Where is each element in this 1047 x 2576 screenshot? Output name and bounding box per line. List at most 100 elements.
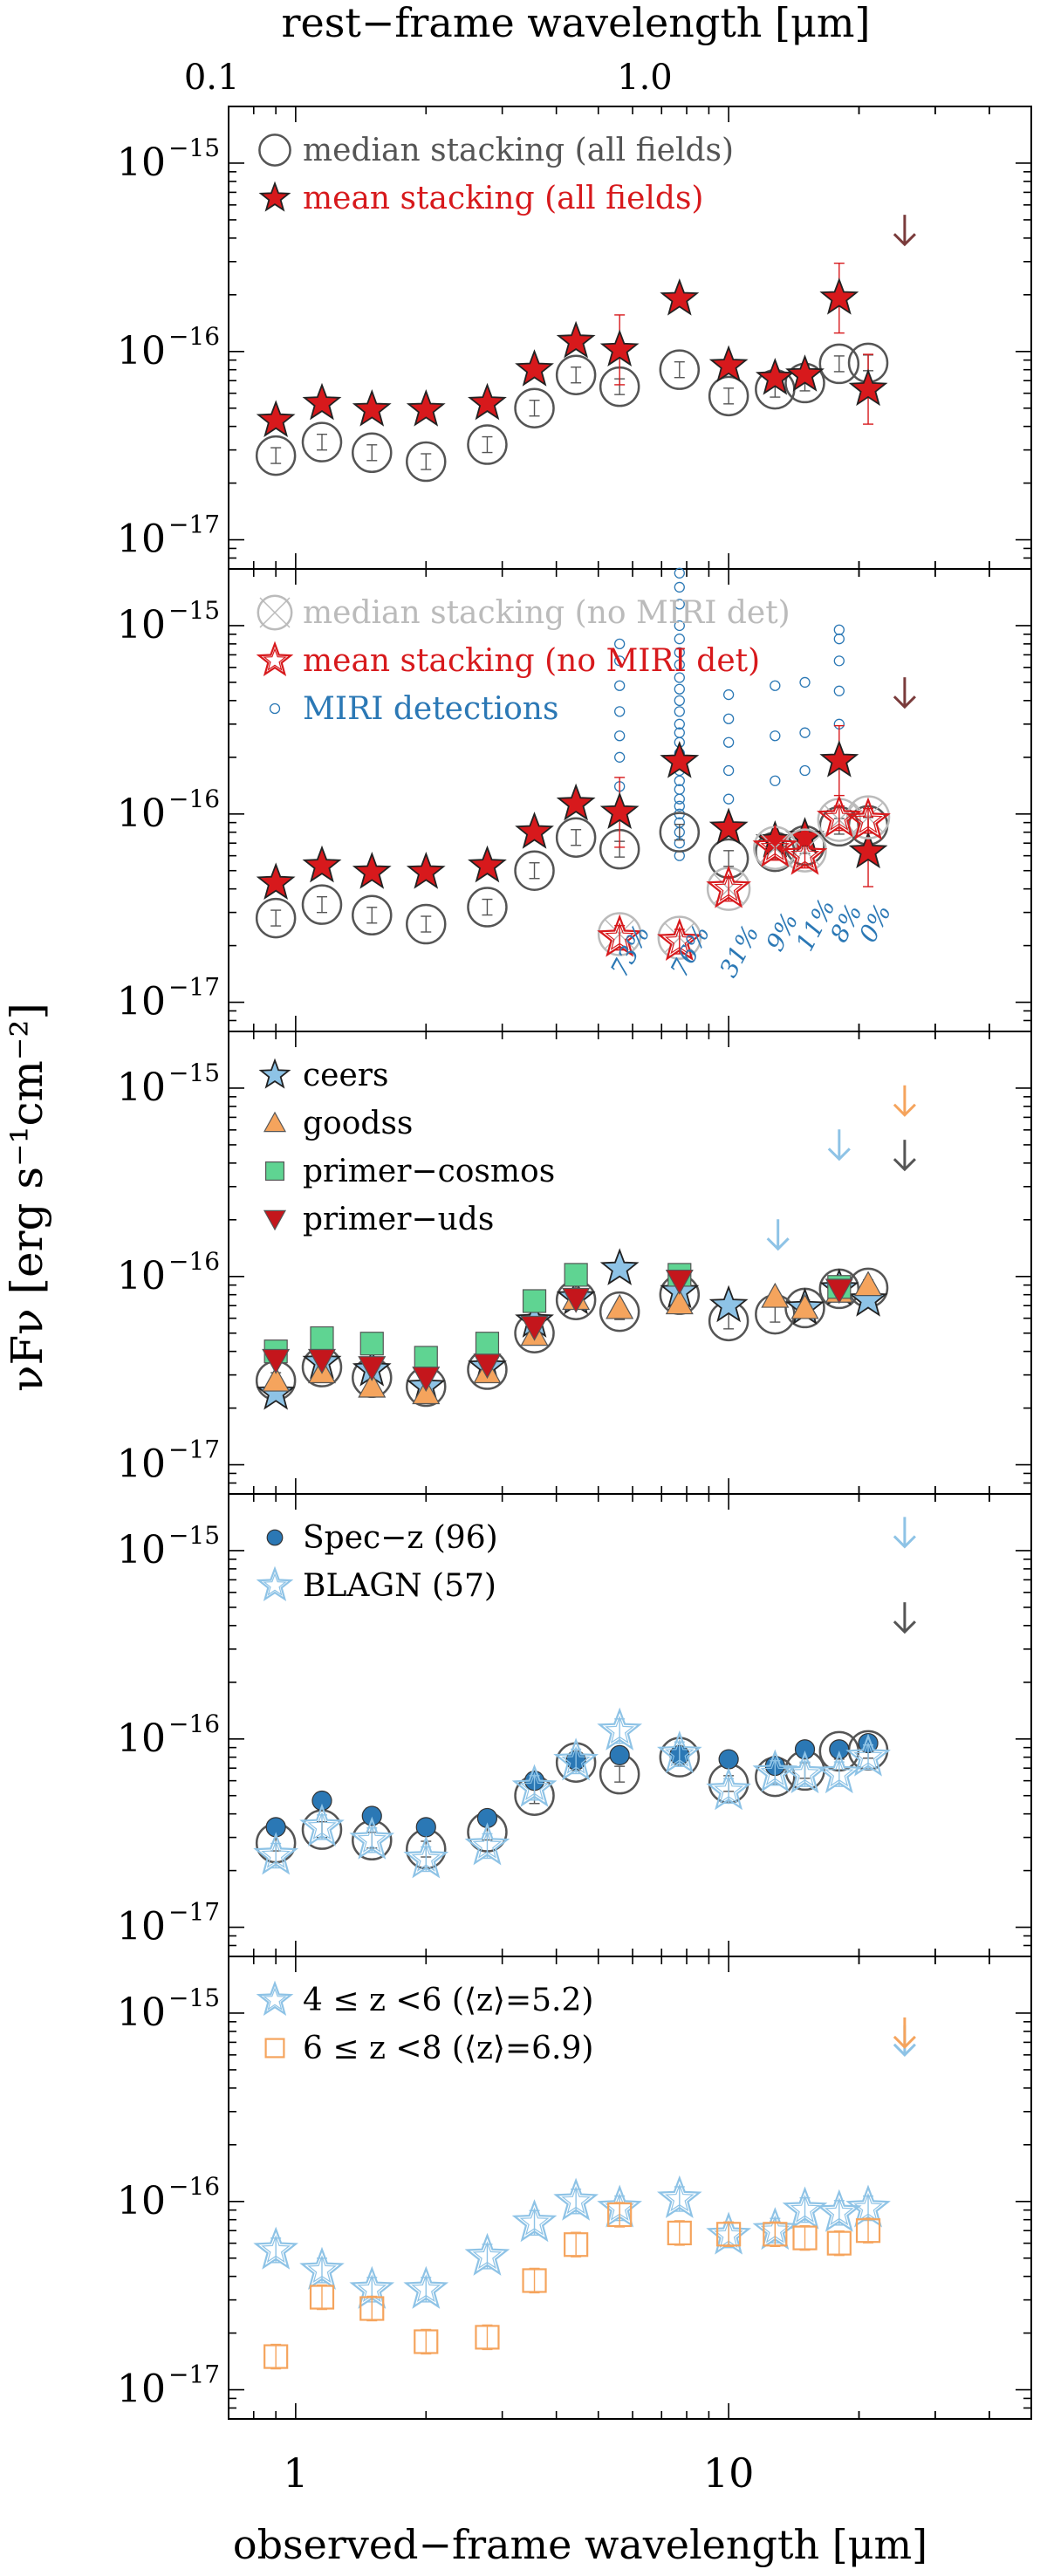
panel-4-spec-z-96--point-shape <box>361 1805 382 1826</box>
panel-5-4-z-6-point <box>553 2177 599 2221</box>
panel-3-primer-cosmos-point <box>522 1289 547 1313</box>
panel-5-4-z-6-point-shape <box>299 2246 345 2290</box>
panel-2-median-stacking-all-fields--errorbar <box>270 909 282 927</box>
y-tick-label: 10 <box>117 2179 166 2223</box>
panel-2-miri-point-shape <box>674 672 685 683</box>
panel-3-goodss-point <box>358 1372 387 1398</box>
panel-1-median-stacking-all-fields--point <box>255 435 297 476</box>
panel-1-mean-stacking-all-fields--point-shape <box>785 354 825 392</box>
panel-2-mean-stacking-all-fields--point <box>599 791 640 829</box>
panel-2-miri-point-shape <box>674 599 685 610</box>
panel-5-4-z-6-point-inner <box>853 2192 883 2221</box>
panel-5-4-z-6-point-shape <box>464 2232 510 2276</box>
panel-5-4-z-6-point-inner <box>519 2207 550 2236</box>
panel-5-upper-limit-arrow-head <box>893 2035 916 2050</box>
y-tick-label-exponent: −16 <box>168 1709 220 1738</box>
panel-4-blagn-57--point-shape <box>349 1816 395 1860</box>
panel-2-miri-point <box>770 680 781 691</box>
panel-2-miri-point <box>674 695 685 706</box>
top-axis-label: rest−frame wavelength [μm] <box>282 0 871 46</box>
panel-1-legend-marker-shape <box>258 134 291 167</box>
panel-5-4-z-6-point-inner <box>411 2274 441 2303</box>
panel-3-goodss-point-shape <box>790 1293 819 1319</box>
panel-4-spec-z-96--point <box>311 1790 332 1812</box>
panel-5-legend-label: 6 ≤ z <8 (⟨z⟩=6.9) <box>303 2031 593 2066</box>
panel-5-6-z-8-point-shape <box>855 2218 881 2244</box>
panel-3-primer-uds-point-shape <box>562 1287 591 1313</box>
panel-3-primer-uds-point <box>562 1287 591 1313</box>
panel-1-median-stacking-all-fields--point-shape <box>406 441 447 483</box>
panel-3-ceers-point-shape <box>848 1279 888 1317</box>
panel-2-median-stacking-all-fields--point-shape <box>514 850 555 891</box>
panel-2-miri-point-shape <box>674 706 685 717</box>
panel-4-blagn-57--point-shape <box>511 1764 558 1807</box>
y-tick-label: 10 <box>117 980 166 1024</box>
panel-4-blagn-57--point-shape <box>299 1803 345 1846</box>
panel-4-blagn-57--point <box>349 1816 395 1860</box>
panel-1-median-stacking-all-fields--point <box>514 387 555 428</box>
panel-2-mean-stacking-no-miri-det--point-shape <box>817 794 862 838</box>
panel-4-blagn-57--point-shape <box>597 1707 642 1750</box>
panel-1-mean-stacking-all-fields--point-shape <box>406 389 446 427</box>
panel-1-mean-stacking-all-fields--point-shape <box>660 278 700 316</box>
panel-5-4-z-6-point-inner <box>472 2241 503 2270</box>
panel-4-blagn-57--point-inner <box>714 1775 743 1804</box>
panel-2-mean-stacking-all-fields--point <box>515 812 554 849</box>
panel-2-legend-marker-shape <box>256 641 294 677</box>
panel-2-median-stacking-all-fields--point-shape <box>301 884 343 925</box>
panel-4-spec-z-96--point <box>361 1805 382 1826</box>
panel-2-mean-stacking-no-miri-det--point <box>845 797 891 840</box>
panel-1-median-stacking-all-fields--point-shape <box>514 387 555 428</box>
panel-2-median-stacking-all-fields--point <box>301 884 343 925</box>
panel-3-goodss-point <box>854 1271 883 1297</box>
panel-2-miri-point <box>674 727 685 738</box>
panel-2-mean-stacking-no-miri-det--point <box>657 917 702 962</box>
panel-4-legend-label: Spec−z (96) <box>303 1520 498 1556</box>
panel-5-legend-marker <box>264 2038 285 2059</box>
panel-4-median-stacking-all-fields--errorbar <box>614 1765 626 1783</box>
panel-3-primer-uds-point-shape <box>412 1367 441 1393</box>
panel-2-mean-stacking-no-miri-det--point-inner <box>714 873 743 901</box>
panel-3-goodss-point <box>262 1366 291 1392</box>
panel-2-miri-point <box>722 736 735 748</box>
panel-5-6-z-8-point-shape <box>263 2344 289 2369</box>
panel-4-spec-z-96--point-shape <box>794 1739 816 1760</box>
panel-2-mean-stacking-all-fields--point <box>468 845 507 883</box>
panel-5-6-z-8-errorbar <box>863 2217 874 2244</box>
panel-4-blagn-57--point <box>706 1767 751 1811</box>
panel-4-blagn-57--point <box>657 1730 702 1774</box>
panel-3-primer-uds-point-shape <box>262 1348 291 1374</box>
panel-1-median-stacking-all-fields--errorbar <box>529 400 540 417</box>
y-tick-label: 10 <box>117 1528 166 1572</box>
panel-1-mean-stacking-all-fields--point <box>406 389 446 427</box>
panel-3-primer-uds-point <box>520 1315 549 1341</box>
panel-3-primer-cosmos-point <box>359 1332 384 1356</box>
panel-3-primer-uds-point-shape <box>520 1315 549 1341</box>
panel-2-mean-stacking-no-miri-det--point-shape <box>597 914 642 957</box>
panel-3-primer-uds-point <box>412 1367 441 1393</box>
panel-2-miri-point <box>674 793 685 805</box>
panel-5-4-z-6-point-inner <box>790 2194 820 2223</box>
panel-5-6-z-8-errorbar <box>316 2284 327 2311</box>
panel-3-primer-uds-point <box>473 1353 502 1380</box>
panel-4-blagn-57--point-inner <box>853 1741 883 1770</box>
panel-1-median-stacking-all-fields--point <box>555 354 597 395</box>
panel-5-legend-marker <box>256 1980 294 2017</box>
panel-4-blagn-57--point <box>845 1733 891 1777</box>
panel-1-legend-label: mean stacking (all fields) <box>303 181 703 216</box>
panel-3-ceers-point <box>848 1279 888 1317</box>
panel-1-median-stacking-all-fields--point <box>352 432 393 474</box>
panel-1-mean-stacking-all-fields--point-shape <box>556 320 596 359</box>
panel-2-miri-point-shape <box>722 689 735 701</box>
panel-1-mean-stacking-all-fields--point-shape <box>708 345 749 383</box>
panel-1-median-stacking-all-fields--errorbar <box>833 355 845 373</box>
panel-4-median-stacking-all-fields--point-shape <box>555 1742 597 1783</box>
panel-2-mean-stacking-no-miri-det--point-shape <box>752 824 798 867</box>
panel-2-miri-point-shape <box>674 784 685 795</box>
panel-5-legend-marker-shape <box>264 2038 285 2059</box>
panel-2-mean-stacking-all-fields--point <box>660 741 700 778</box>
panel-5-4-z-6-point <box>299 2246 345 2290</box>
panel-1-upper-limit-arrow-head <box>893 233 916 247</box>
panel-4-spec-z-96--point <box>829 1739 850 1760</box>
